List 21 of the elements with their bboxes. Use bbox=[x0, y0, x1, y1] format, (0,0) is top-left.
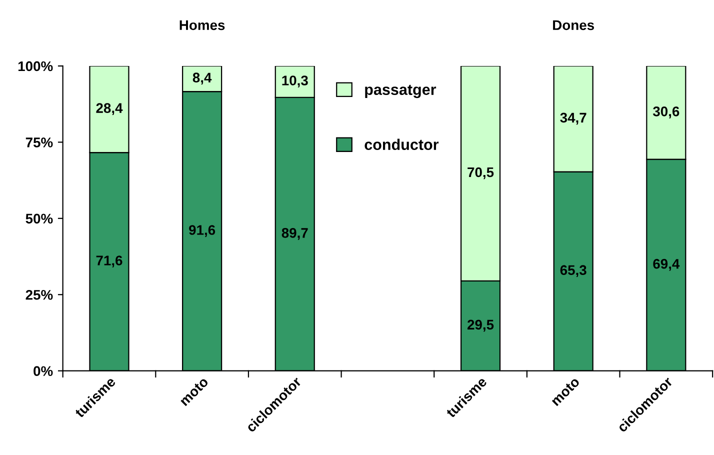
legend-label: conductor bbox=[364, 138, 439, 150]
data-label: 10,3 bbox=[282, 76, 308, 88]
data-label: 34,7 bbox=[560, 112, 586, 125]
y-tick-label: 0% bbox=[34, 366, 53, 376]
data-label: 71,6 bbox=[96, 256, 122, 268]
data-label: 91,6 bbox=[189, 225, 216, 237]
data-label: 70,5 bbox=[468, 167, 494, 180]
text: Dones bbox=[553, 20, 594, 30]
data-label: 65,3 bbox=[560, 265, 586, 278]
legend-label: passatger bbox=[365, 84, 436, 98]
data-label: 69,4 bbox=[653, 258, 680, 271]
y-tick-label: 100% bbox=[18, 61, 53, 72]
data-label: 29,5 bbox=[467, 320, 494, 332]
data-label: 8,4 bbox=[192, 72, 212, 85]
text: Homes bbox=[180, 20, 225, 30]
y-tick-label: 75% bbox=[26, 138, 53, 148]
data-label: 89,7 bbox=[282, 228, 308, 240]
y-tick-label: 25% bbox=[26, 290, 53, 300]
data-label: 30,6 bbox=[652, 106, 680, 118]
data-label: 28,4 bbox=[96, 103, 123, 116]
y-tick-label: 50% bbox=[26, 214, 53, 224]
